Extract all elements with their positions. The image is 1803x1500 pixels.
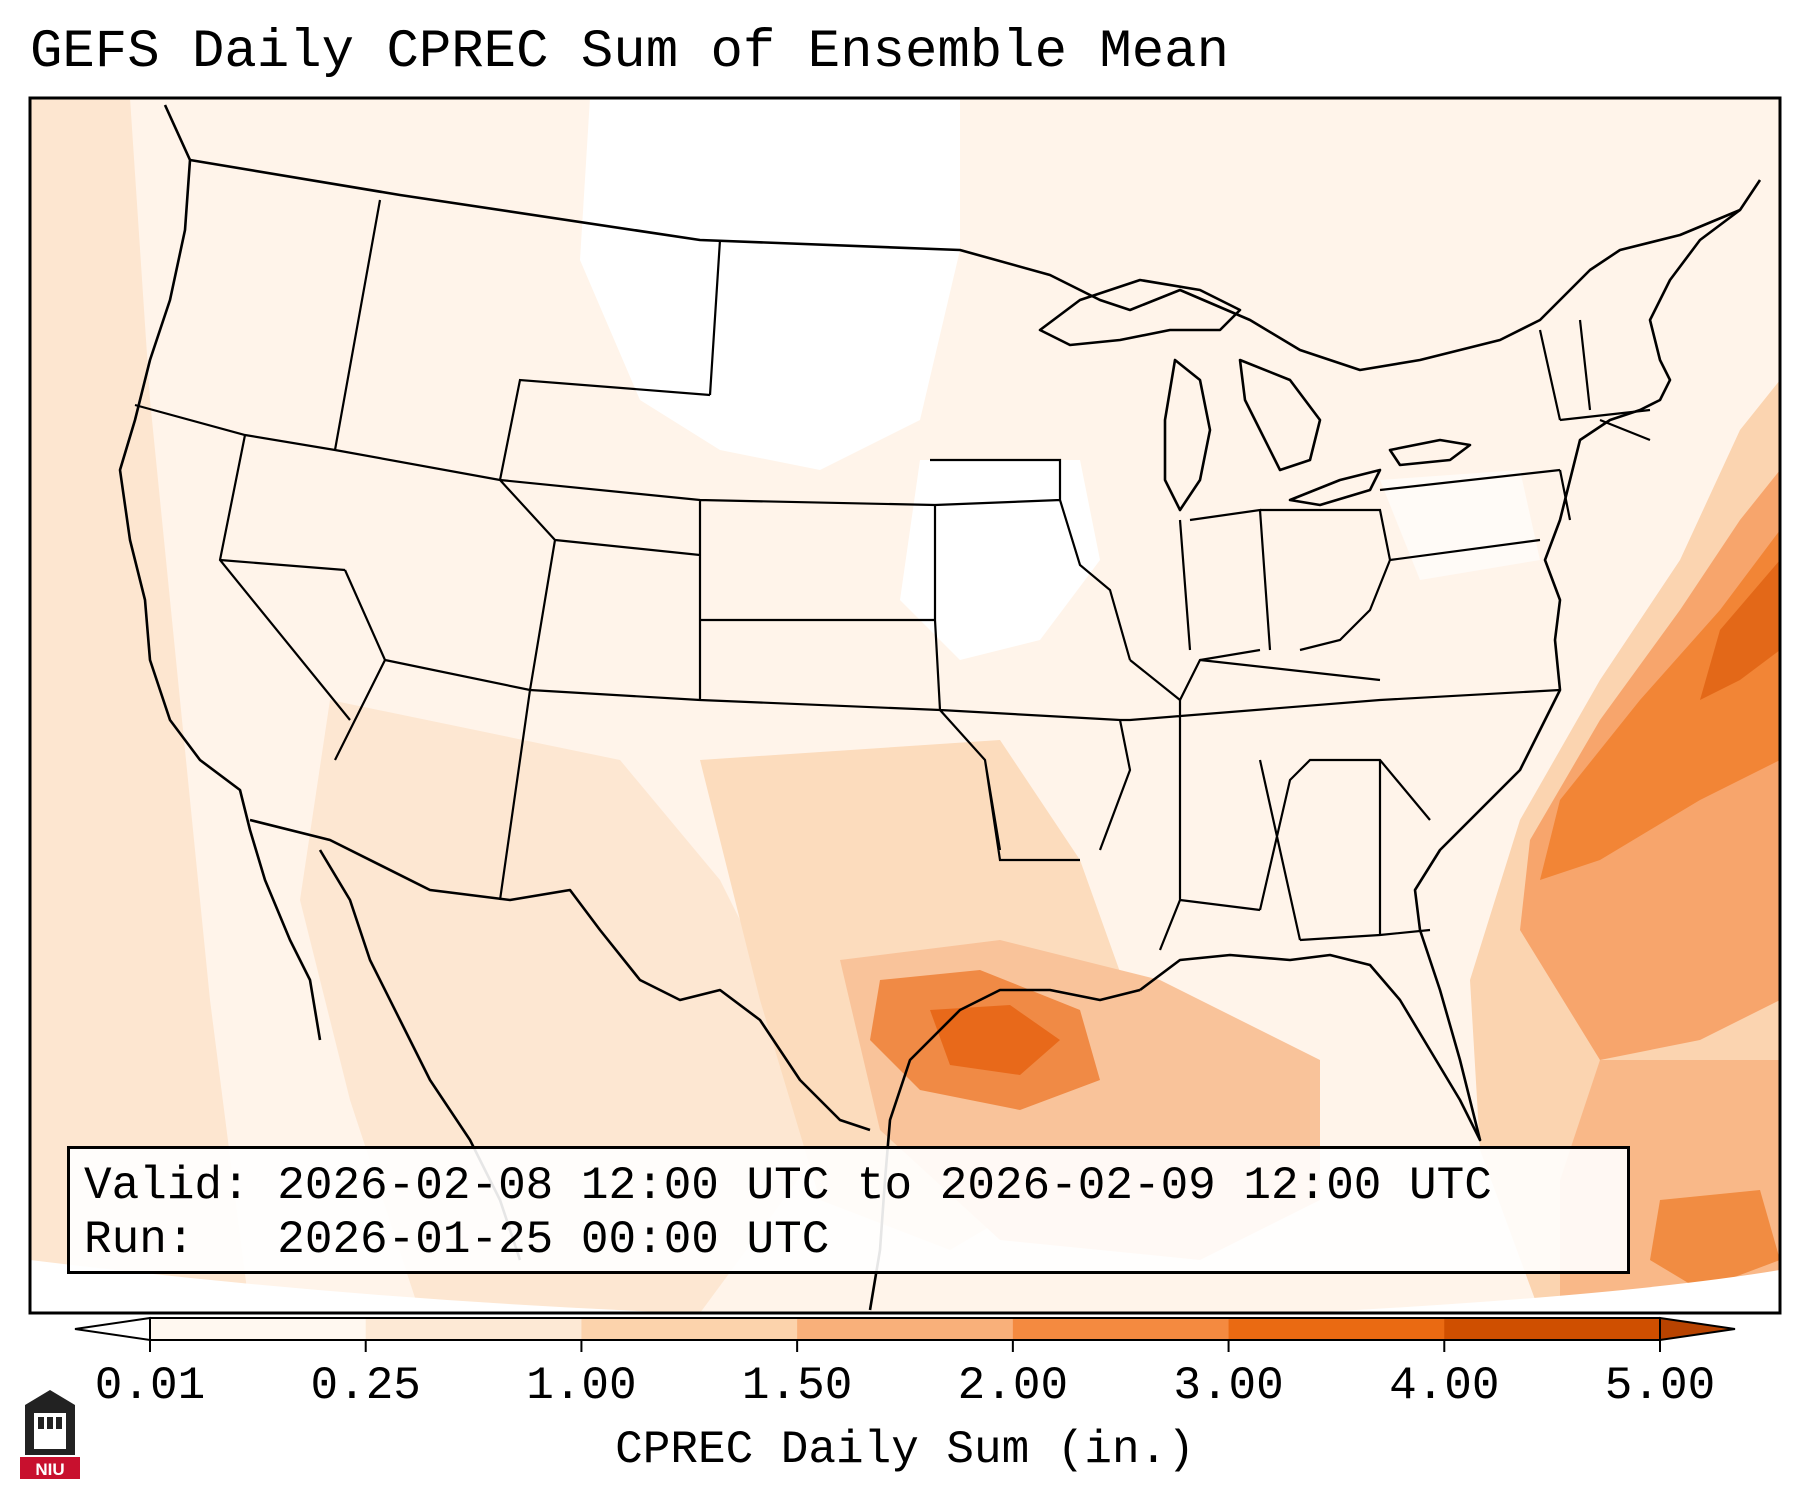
valid-run-box: Valid: 2026-02-08 12:00 UTC to 2026-02-0… — [67, 1146, 1630, 1274]
coastline-west — [118, 104, 322, 1041]
precip-atlantic-max — [1700, 560, 1780, 700]
colorbar-segment — [365, 1318, 582, 1340]
coastline-gulf-north — [1139, 953, 1482, 1142]
precip-pacific-west — [30, 98, 250, 1313]
precip-gulf-max — [930, 1005, 1060, 1075]
colorbar-label: CPREC Daily Sum (in.) — [615, 1424, 1195, 1476]
precip-none-pa — [1380, 470, 1540, 580]
valid-time-text: Valid: 2026-02-08 12:00 UTC to 2026-02-0… — [84, 1160, 1492, 1212]
lake-michigan — [1163, 358, 1212, 512]
precip-caribbean-core — [1650, 1190, 1780, 1290]
colorbar-segment — [1228, 1318, 1445, 1340]
lake-ontario — [1388, 438, 1472, 467]
state-lines-central — [930, 458, 1261, 862]
precip-atlantic-core — [1540, 530, 1780, 880]
precip-none-midwest — [900, 460, 1100, 660]
colorbar-extend-high — [1659, 1316, 1736, 1342]
state-lines-northeast — [1538, 319, 1651, 442]
logo-text: NIU — [35, 1460, 64, 1479]
lake-huron — [1238, 358, 1322, 472]
colorbar-tick-label: 2.00 — [957, 1360, 1069, 1412]
niu-logo: NIU — [20, 1390, 80, 1479]
colorbar-segment — [797, 1318, 1014, 1340]
colorbar-tick-label: 0.25 — [310, 1360, 421, 1412]
colorbar-segment — [150, 1318, 367, 1340]
run-time-text: Run: 2026-01-25 00:00 UTC — [84, 1214, 830, 1266]
lake-superior — [1038, 278, 1242, 347]
colorbar-tick-label: 0.01 — [94, 1360, 206, 1412]
border-us-mexico — [249, 818, 871, 1132]
colorbar-tick-label: 5.00 — [1604, 1360, 1716, 1412]
colorbar-segment — [1444, 1318, 1661, 1340]
state-lines-west — [134, 199, 941, 901]
colorbar-tick-label: 3.00 — [1173, 1360, 1284, 1412]
precip-map — [28, 96, 1782, 1315]
coastline-east — [1413, 179, 1762, 1141]
colorbar-extend-low — [74, 1316, 151, 1342]
colorbar-tick-label: 4.00 — [1389, 1360, 1500, 1412]
state-lines-east — [1120, 468, 1572, 951]
lake-erie — [1288, 468, 1382, 507]
colorbar-frame — [149, 1317, 1661, 1341]
precip-none-dakotas — [580, 98, 960, 470]
colorbar-tick-label: 1.50 — [741, 1360, 853, 1412]
map-title: GEFS Daily CPREC Sum of Ensemble Mean — [30, 22, 1229, 83]
map-frame — [28, 96, 1782, 1315]
border-us-canada — [189, 158, 1741, 372]
colorbar-segment — [581, 1318, 798, 1340]
colorbar-segment — [1012, 1318, 1230, 1340]
colorbar-tick-label: 1.00 — [526, 1360, 637, 1412]
map-projection-edge — [30, 1260, 1780, 1313]
